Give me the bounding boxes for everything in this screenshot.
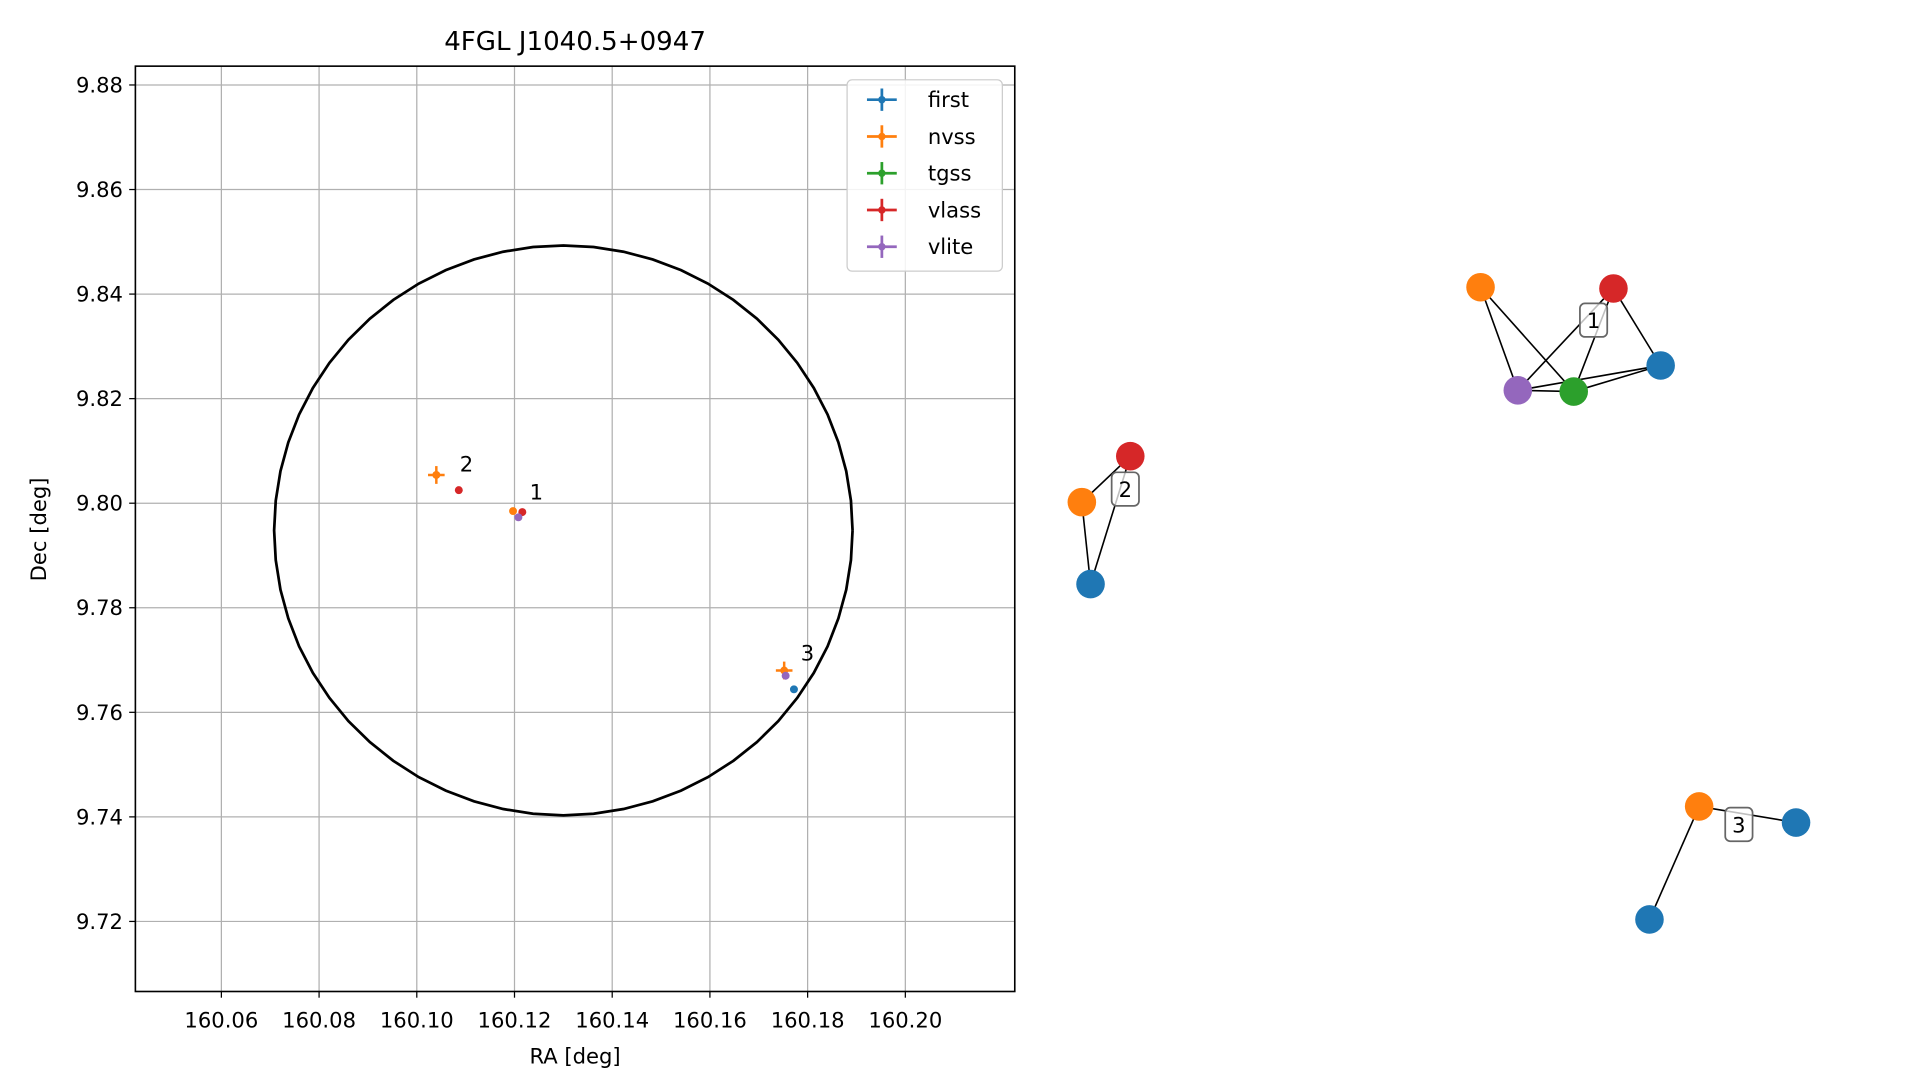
data-points xyxy=(428,466,798,694)
search-ellipse-outline xyxy=(272,244,854,817)
data-point-vlite xyxy=(514,513,523,522)
network-edge xyxy=(1648,806,1700,920)
x-tick-label: 160.14 xyxy=(575,1008,649,1033)
network-node-vlass xyxy=(1599,274,1628,303)
data-point-nvss xyxy=(509,507,518,516)
network-node-tgss xyxy=(1559,377,1588,406)
scatter-panel: 4FGL J1040.5+0947 160.06 160.08 160.10 160.… xyxy=(26,27,1016,1069)
plot-area: 1 2 3 xyxy=(272,244,854,817)
data-point-vlite xyxy=(781,671,790,680)
legend-box xyxy=(846,79,1003,272)
network-node-vlite xyxy=(1503,376,1533,405)
point-labels: 1 2 3 xyxy=(460,451,814,665)
network-group-1: 1 xyxy=(1466,272,1675,406)
x-tick-label: 160.20 xyxy=(868,1008,942,1033)
network-edge xyxy=(1612,288,1662,366)
legend-entry-nvss: nvss xyxy=(866,124,976,149)
point-label: 3 xyxy=(801,641,814,666)
x-tick-label: 160.16 xyxy=(673,1008,747,1033)
y-axis-label: Dec [deg] xyxy=(26,478,51,582)
x-tick-label: 160.06 xyxy=(184,1008,258,1033)
y-ticks: 9.72 9.74 9.76 9.78 9.80 9.82 9.84 9.86 9.88 xyxy=(76,72,136,934)
x-tick-label: 160.10 xyxy=(380,1008,454,1033)
legend-entry-first: first xyxy=(866,87,969,112)
network-edge xyxy=(1479,286,1519,391)
x-axis-label: RA [deg] xyxy=(529,1044,620,1069)
y-tick-label: 9.74 xyxy=(76,804,123,829)
network-edge xyxy=(1479,286,1575,393)
network-node-nvss xyxy=(1684,792,1714,821)
network-label: 1 xyxy=(1587,308,1600,333)
network-node-nvss xyxy=(1466,272,1495,302)
legend-label-first: first xyxy=(928,87,969,112)
network-label-box xyxy=(1724,806,1754,843)
plot-frame xyxy=(134,65,1016,993)
y-tick-label: 9.88 xyxy=(76,72,123,97)
network-label: 2 xyxy=(1119,477,1132,502)
x-tick-label: 160.12 xyxy=(478,1008,552,1033)
data-point-first xyxy=(789,685,798,694)
y-tick-label: 9.84 xyxy=(76,282,123,307)
legend-label-vlass: vlass xyxy=(928,197,981,222)
network-panel: 1 2 3 xyxy=(1067,272,1811,934)
x-tick-label: 160.08 xyxy=(282,1008,356,1033)
network-group-2: 2 xyxy=(1067,441,1145,599)
search-ellipse xyxy=(272,244,854,817)
network-node-vlass xyxy=(1116,441,1145,471)
network-edge xyxy=(1517,364,1661,392)
data-point-vlass xyxy=(454,486,463,495)
x-ticks: 160.06 160.08 160.10 160.12 160.14 160.16 160.… xyxy=(184,991,942,1033)
legend-label-nvss: nvss xyxy=(928,124,976,149)
legend-entry-vlass: vlass xyxy=(866,197,981,222)
network-node-first xyxy=(1076,569,1105,599)
network-label: 3 xyxy=(1732,813,1745,838)
y-tick-label: 9.86 xyxy=(76,177,123,202)
point-label: 1 xyxy=(530,480,543,505)
y-tick-label: 9.76 xyxy=(76,700,123,725)
legend-label-vlite: vlite xyxy=(928,234,974,259)
point-label: 2 xyxy=(460,451,473,476)
y-tick-label: 9.72 xyxy=(76,909,123,934)
network-group-3: 3 xyxy=(1635,792,1811,934)
legend: first nvss tgss vlass vlite xyxy=(846,79,1003,272)
legend-entry-vlite: vlite xyxy=(866,234,974,259)
y-tick-label: 9.80 xyxy=(76,491,123,516)
network-node-first xyxy=(1635,905,1664,934)
x-tick-label: 160.18 xyxy=(771,1008,845,1033)
network-node-first xyxy=(1646,351,1675,380)
legend-entry-tgss: tgss xyxy=(866,161,972,186)
y-tick-label: 9.78 xyxy=(76,595,123,620)
network-node-first xyxy=(1781,808,1811,837)
legend-label-tgss: tgss xyxy=(928,161,972,186)
network-label-box xyxy=(1110,471,1140,507)
network-edge xyxy=(1573,364,1661,393)
network-node-nvss xyxy=(1067,487,1097,517)
data-point-nvss xyxy=(428,466,445,484)
y-tick-label: 9.82 xyxy=(76,386,123,411)
network-label-box xyxy=(1579,302,1609,338)
chart-title: 4FGL J1040.5+0947 xyxy=(444,27,706,57)
